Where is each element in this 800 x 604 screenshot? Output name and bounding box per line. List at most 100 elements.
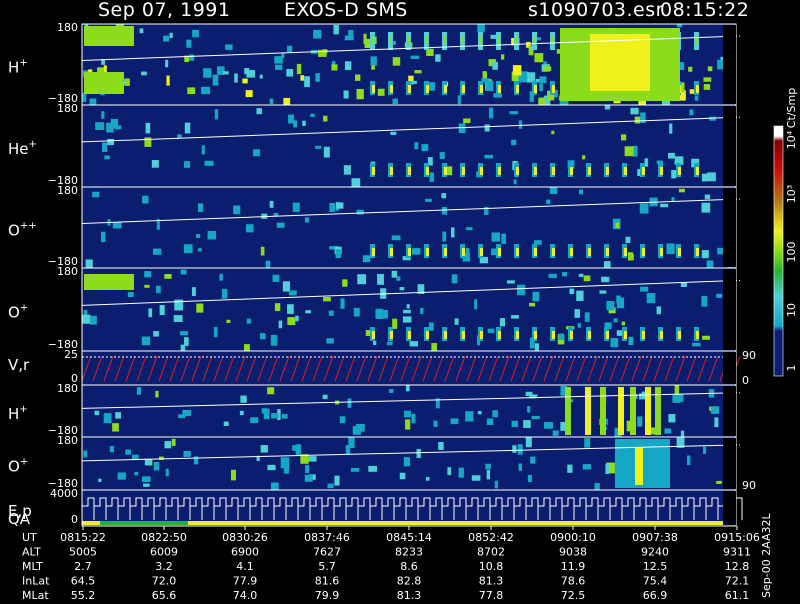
data-cell [347, 398, 352, 408]
colorbar-label-1e3: 10³ [785, 185, 798, 203]
data-cell [153, 331, 159, 337]
data-cell [304, 474, 313, 482]
reference-curve [81, 444, 737, 462]
burst [570, 167, 573, 175]
data-cell [485, 80, 494, 91]
data-cell [441, 193, 447, 199]
data-cell [621, 321, 626, 326]
burst [408, 85, 411, 93]
data-cell [491, 248, 500, 256]
burst [426, 331, 429, 339]
burst [516, 85, 519, 93]
data-cell [553, 89, 558, 98]
data-cell [716, 480, 722, 484]
footer-value: 72.5 [561, 589, 586, 600]
data-cell [166, 75, 170, 86]
data-cell [517, 444, 523, 455]
data-cell [280, 457, 290, 469]
data-cell [411, 413, 416, 424]
data-cell [274, 303, 281, 312]
data-cell [674, 385, 680, 396]
data-cell [144, 137, 152, 147]
data-gap [723, 386, 736, 436]
data-cell [345, 445, 351, 455]
data-cell [701, 173, 709, 182]
data-cell [578, 273, 584, 277]
data-cell [604, 261, 611, 271]
footer-value: 8702 [477, 546, 505, 559]
footer-value: 0822:50 [141, 531, 187, 544]
data-cell [403, 457, 411, 467]
colorbar: Ct/Smp 1 10 100 10³ 10⁴ [773, 88, 798, 377]
data-cell [526, 72, 536, 83]
data-cell [104, 155, 110, 160]
data-cell [287, 45, 293, 53]
data-cell [156, 218, 160, 230]
data-cell [102, 142, 108, 152]
data-cell [402, 256, 411, 261]
data-cell [326, 338, 334, 344]
data-cell [701, 250, 709, 259]
data-cell [525, 437, 532, 448]
data-cell [106, 122, 114, 133]
energy-trace [81, 497, 743, 520]
data-cell [427, 157, 433, 166]
burst [516, 331, 519, 339]
data-cell [529, 337, 535, 349]
y-max-7: 4000 [50, 487, 78, 500]
qa-bar [82, 521, 736, 525]
data-cell [88, 69, 93, 74]
reference-curve [81, 35, 737, 61]
data-cell [465, 247, 470, 259]
footer-value: 65.6 [152, 589, 177, 600]
data-cell [703, 84, 711, 90]
data-cell [226, 319, 231, 324]
burst [498, 248, 501, 256]
data-cell [616, 297, 625, 309]
data-cell [494, 480, 498, 489]
data-cell [599, 290, 607, 294]
footer-value: 61.1 [725, 589, 750, 600]
colorbar-label-1: 1 [785, 365, 798, 372]
burst [497, 36, 500, 44]
data-cell [101, 59, 106, 65]
data-cell [577, 323, 581, 328]
data-cell [125, 449, 131, 455]
data-gap [723, 438, 736, 489]
data-cell [479, 256, 488, 264]
data-cell [664, 428, 672, 434]
data-cell [543, 95, 551, 105]
footer-value: 81.6 [315, 575, 340, 588]
data-cell [403, 309, 411, 314]
data-cell [142, 195, 149, 204]
panel-1: He+ 180 −180 [8, 102, 740, 189]
velocity-trace [81, 355, 741, 382]
data-cell [411, 248, 421, 255]
burst [660, 248, 663, 256]
data-cell [451, 274, 458, 284]
panel-label-2: O++ [8, 221, 37, 240]
data-cell [203, 68, 212, 78]
data-cell [548, 273, 557, 278]
footer-value: 64.5 [71, 575, 96, 588]
data-cell [518, 120, 523, 129]
burst [390, 248, 393, 256]
data-cell [283, 463, 289, 474]
data-cell [152, 248, 162, 255]
burst [552, 248, 555, 256]
data-cell [396, 276, 401, 281]
data-cell [703, 77, 712, 82]
burst [389, 36, 392, 44]
data-cell [539, 83, 543, 92]
data-cell [549, 187, 558, 194]
footer-value: 9038 [559, 546, 587, 559]
data-cell [174, 299, 184, 311]
footer-value: 12.5 [643, 560, 668, 573]
data-cell [641, 391, 647, 395]
data-cell [431, 343, 437, 351]
data-cell [184, 122, 191, 134]
data-cell [656, 306, 662, 315]
footer-value: 0900:10 [550, 531, 596, 544]
data-cell [583, 275, 591, 282]
data-cell [83, 450, 88, 458]
